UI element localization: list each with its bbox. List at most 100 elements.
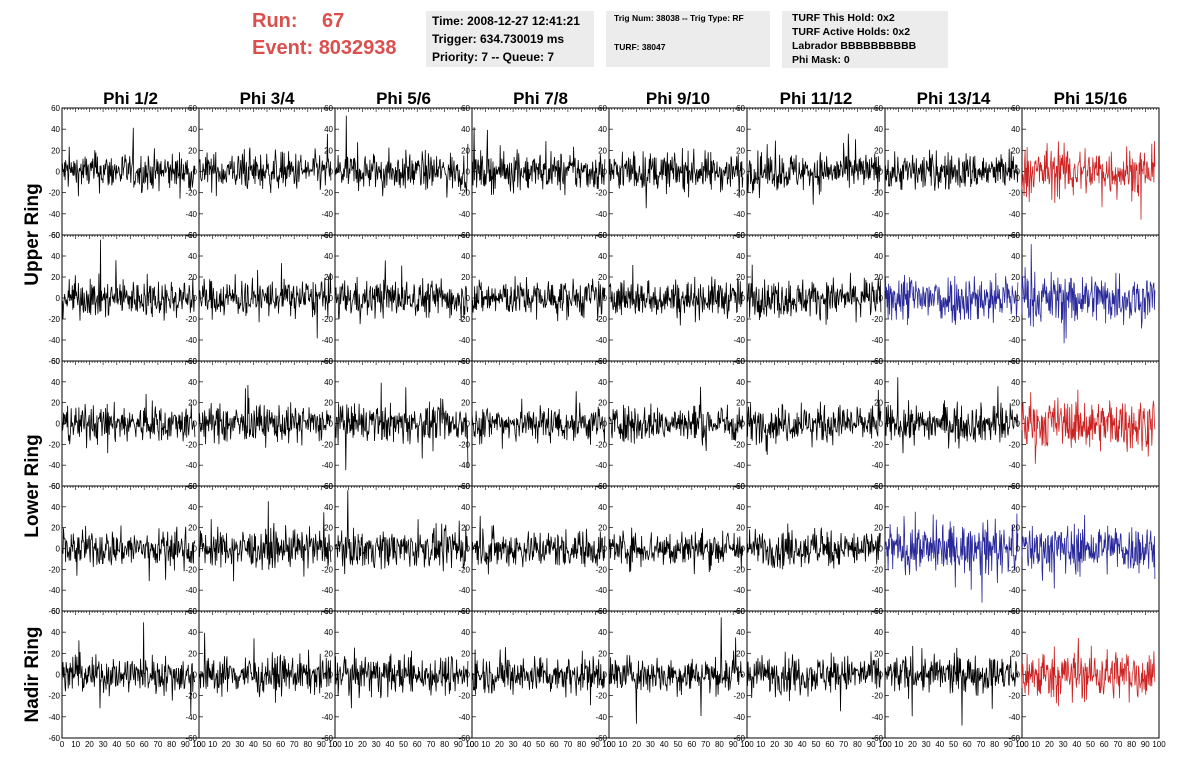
- y-tick-label: 60: [736, 482, 745, 491]
- x-tick-label: 20: [632, 740, 641, 749]
- y-tick-label: -20: [458, 692, 470, 701]
- y-tick-label: 60: [324, 357, 333, 366]
- x-tick-label: 50: [812, 740, 821, 749]
- y-tick-label: -20: [1008, 692, 1020, 701]
- x-tick-label: 0: [1020, 740, 1025, 749]
- y-tick-label: 0: [329, 545, 334, 554]
- waveform-trace: [884, 272, 1019, 326]
- y-tick-label: 20: [461, 649, 470, 658]
- y-tick-label: -60: [48, 357, 60, 366]
- x-tick-label: 30: [372, 740, 381, 749]
- waveform-trace: [746, 651, 882, 712]
- y-tick-label: 40: [324, 503, 333, 512]
- y-tick-label: 20: [51, 649, 60, 658]
- x-tick-label: 40: [798, 740, 807, 749]
- y-tick-label: -40: [185, 586, 197, 595]
- y-tick-label: 0: [1016, 671, 1021, 680]
- y-tick-label: 0: [879, 671, 884, 680]
- x-tick-label: 40: [1072, 740, 1081, 749]
- x-tick-label: 100: [740, 740, 754, 749]
- y-tick-label: -20: [871, 565, 883, 574]
- x-tick-label: 60: [1100, 740, 1109, 749]
- y-tick-label: -60: [458, 734, 470, 743]
- y-tick-label: -20: [595, 315, 607, 324]
- x-tick-label: 60: [140, 740, 149, 749]
- column-title: Phi 13/14: [917, 89, 991, 108]
- x-tick-label: 90: [591, 740, 600, 749]
- waveform-trace: [884, 148, 1019, 196]
- y-tick-label: -20: [458, 315, 470, 324]
- y-tick-label: -20: [185, 440, 197, 449]
- y-tick-label: 0: [56, 545, 61, 554]
- y-tick-label: 0: [193, 294, 198, 303]
- x-tick-label: 30: [235, 740, 244, 749]
- turf-info-box: TURF This Hold: 0x2 TURF Active Holds: 0…: [782, 11, 948, 68]
- y-tick-label: 0: [1016, 168, 1021, 177]
- y-tick-label: -40: [458, 586, 470, 595]
- y-tick-label: -40: [595, 586, 607, 595]
- y-tick-label: -40: [595, 336, 607, 345]
- y-tick-label: 0: [466, 294, 471, 303]
- y-tick-label: 0: [1016, 420, 1021, 429]
- y-tick-label: 0: [466, 168, 471, 177]
- turf-text: TURF: 38047: [614, 42, 666, 52]
- waveform-trace: [1021, 389, 1156, 464]
- y-tick-label: 60: [51, 482, 60, 491]
- y-tick-label: 40: [188, 378, 197, 387]
- x-tick-label: 20: [222, 740, 231, 749]
- y-tick-label: -40: [595, 461, 607, 470]
- y-tick-label: -60: [48, 482, 60, 491]
- y-tick-label: 60: [461, 607, 470, 616]
- y-tick-label: -20: [733, 440, 745, 449]
- y-tick-label: 20: [188, 273, 197, 282]
- y-tick-label: 20: [874, 273, 883, 282]
- time-info-box: Time: 2008-12-27 12:41:21 Trigger: 634.7…: [426, 11, 594, 67]
- y-tick-label: -20: [871, 692, 883, 701]
- y-tick-label: 20: [1011, 146, 1020, 155]
- y-tick-label: 20: [51, 399, 60, 408]
- y-tick-label: -20: [185, 692, 197, 701]
- y-tick-label: -40: [458, 210, 470, 219]
- waveform-trace: [884, 511, 1019, 603]
- y-tick-label: -20: [1008, 315, 1020, 324]
- y-tick-label: 0: [466, 420, 471, 429]
- y-tick-label: 0: [56, 420, 61, 429]
- waveform-trace: [1021, 514, 1156, 589]
- y-tick-label: -20: [595, 189, 607, 198]
- x-tick-label: 80: [853, 740, 862, 749]
- waveform-trace: [471, 276, 606, 322]
- x-tick-label: 20: [85, 740, 94, 749]
- y-tick-label: 60: [188, 357, 197, 366]
- y-tick-label: 60: [874, 357, 883, 366]
- x-tick-label: 70: [290, 740, 299, 749]
- x-tick-label: 100: [878, 740, 892, 749]
- row-group-title: Nadir Ring: [22, 626, 43, 722]
- y-tick-label: -20: [185, 565, 197, 574]
- y-tick-label: -40: [458, 461, 470, 470]
- y-tick-label: 20: [324, 146, 333, 155]
- y-tick-label: -40: [871, 461, 883, 470]
- y-tick-label: 40: [874, 378, 883, 387]
- x-tick-label: 80: [1127, 740, 1136, 749]
- y-tick-label: 20: [736, 273, 745, 282]
- y-tick-label: -60: [48, 231, 60, 240]
- y-tick-label: -20: [48, 440, 60, 449]
- y-tick-label: -40: [595, 713, 607, 722]
- x-tick-label: 70: [1113, 740, 1122, 749]
- y-tick-label: 40: [874, 125, 883, 134]
- x-tick-label: 70: [839, 740, 848, 749]
- trigger-text: Trigger: 634.730019 ms: [432, 32, 565, 46]
- y-tick-label: -40: [321, 713, 333, 722]
- y-tick-label: -40: [48, 586, 60, 595]
- y-tick-label: 60: [51, 607, 60, 616]
- y-tick-label: -40: [48, 336, 60, 345]
- y-tick-label: 20: [1011, 273, 1020, 282]
- y-tick-label: -20: [185, 315, 197, 324]
- x-tick-label: 10: [71, 740, 80, 749]
- x-tick-label: 80: [303, 740, 312, 749]
- waveform-trace: [198, 632, 332, 703]
- x-tick-label: 20: [495, 740, 504, 749]
- y-tick-label: 40: [874, 252, 883, 261]
- trig-num-text: Trig Num: 38038 -- Trig Type: RF: [614, 13, 744, 23]
- y-tick-label: -60: [48, 607, 60, 616]
